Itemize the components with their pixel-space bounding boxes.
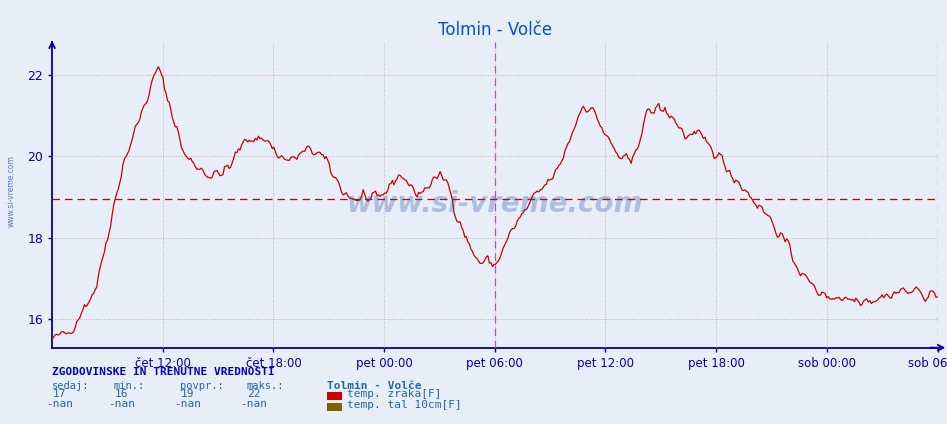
Text: 17: 17 <box>53 389 66 399</box>
Text: temp. tal 10cm[F]: temp. tal 10cm[F] <box>347 400 461 410</box>
Title: Tolmin - Volče: Tolmin - Volče <box>438 22 552 39</box>
Text: temp. zraka[F]: temp. zraka[F] <box>347 389 441 399</box>
Text: www.si-vreme.com: www.si-vreme.com <box>7 155 16 227</box>
Text: 16: 16 <box>115 389 128 399</box>
Text: www.si-vreme.com: www.si-vreme.com <box>347 190 643 218</box>
Text: -nan: -nan <box>108 399 134 409</box>
Text: Tolmin - Volče: Tolmin - Volče <box>327 381 421 391</box>
Text: -nan: -nan <box>174 399 201 409</box>
Text: maks.:: maks.: <box>246 381 284 391</box>
Text: ZGODOVINSKE IN TRENUTNE VREDNOSTI: ZGODOVINSKE IN TRENUTNE VREDNOSTI <box>52 367 275 377</box>
Text: 22: 22 <box>247 389 260 399</box>
Text: -nan: -nan <box>46 399 73 409</box>
Text: 19: 19 <box>181 389 194 399</box>
Text: -nan: -nan <box>241 399 267 409</box>
Text: min.:: min.: <box>114 381 145 391</box>
Text: sedaj:: sedaj: <box>52 381 90 391</box>
Text: povpr.:: povpr.: <box>180 381 223 391</box>
